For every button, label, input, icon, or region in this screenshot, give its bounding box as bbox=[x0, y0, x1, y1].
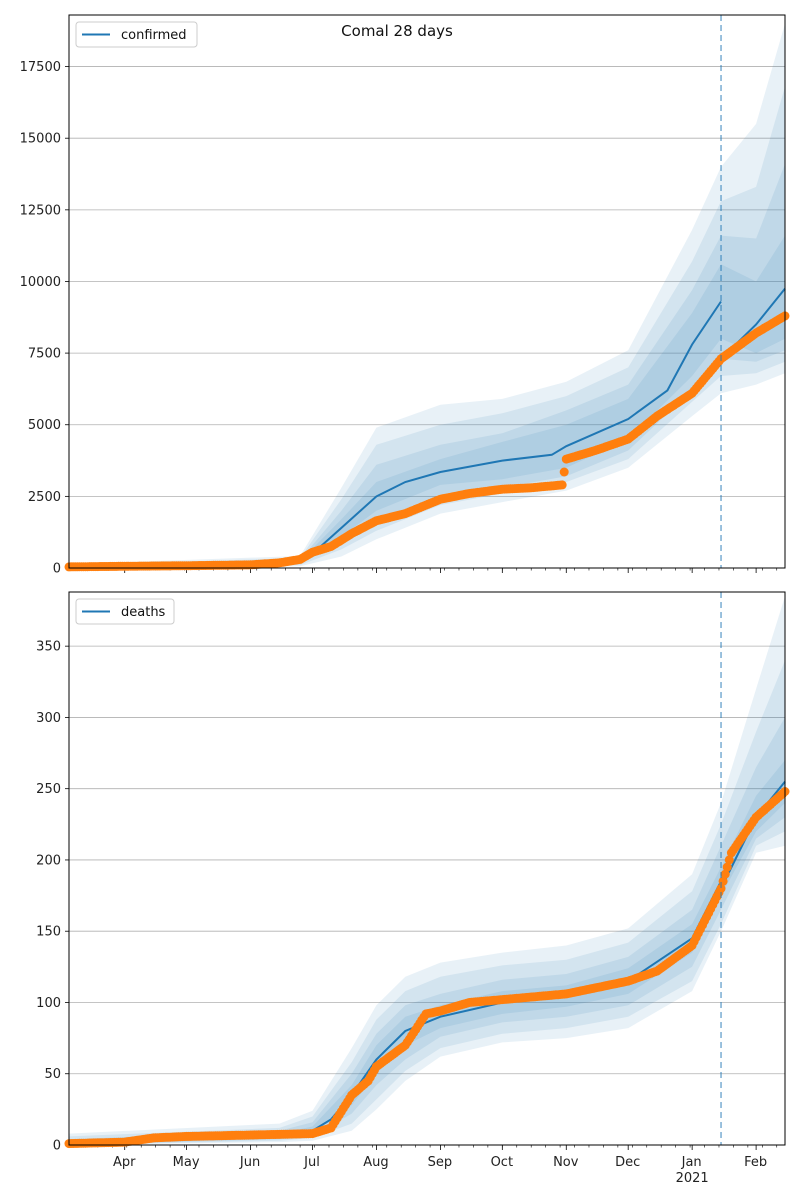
axes-frame bbox=[68, 591, 786, 1146]
confidence-band bbox=[69, 23, 785, 569]
x-tick-label: Oct bbox=[491, 1155, 513, 1170]
y-tick-label: 350 bbox=[36, 640, 61, 655]
y-tick-label: 7500 bbox=[28, 347, 61, 362]
axes-frame bbox=[68, 14, 786, 569]
legend-box bbox=[75, 21, 198, 48]
legend: deaths bbox=[75, 598, 175, 625]
x-tick-label: Dec bbox=[615, 1155, 640, 1170]
y-tick-label: 10000 bbox=[20, 275, 61, 290]
y-tick-label: 2500 bbox=[28, 490, 61, 505]
x-tick-label: Nov bbox=[553, 1155, 579, 1170]
y-tick-label: 100 bbox=[36, 996, 61, 1011]
legend-box bbox=[75, 598, 175, 625]
observed-point bbox=[722, 862, 732, 872]
observed-point bbox=[720, 869, 730, 879]
y-tick-label: 12500 bbox=[20, 203, 61, 218]
x-tick-label: Feb bbox=[744, 1155, 767, 1170]
confidence-band bbox=[69, 660, 785, 1145]
x-tick-label: Aug bbox=[363, 1155, 388, 1170]
confidence-band bbox=[69, 235, 785, 568]
x-tick-label: Jul bbox=[303, 1155, 320, 1170]
y-tick-label: 150 bbox=[36, 925, 61, 940]
confirmed-panel: 0 2500 5000 7500 10000 12500 15000 17500 confirm… bbox=[20, 14, 790, 577]
deaths-panel: 0 50 100 150 200 250 300 350 deaths Apr May Jun Jul A… bbox=[36, 591, 790, 1186]
y-tick-label: 250 bbox=[36, 782, 61, 797]
legend: confirmed bbox=[75, 21, 198, 48]
y-tick-label: 300 bbox=[36, 711, 61, 726]
confidence-band bbox=[69, 596, 785, 1145]
y-tick-label: 0 bbox=[53, 562, 61, 577]
observed-point bbox=[559, 467, 569, 477]
x-tick-label: Jun bbox=[239, 1155, 260, 1170]
observed-point bbox=[724, 855, 734, 865]
x-tick-label: May bbox=[173, 1155, 200, 1170]
y-tick-label: 0 bbox=[53, 1139, 61, 1154]
observed-point bbox=[716, 884, 726, 893]
x-tick-label: Apr bbox=[113, 1155, 136, 1170]
y-tick-label: 50 bbox=[44, 1067, 61, 1082]
y-tick-label: 17500 bbox=[20, 60, 61, 75]
confidence-band bbox=[69, 164, 785, 568]
y-tick-label: 15000 bbox=[20, 132, 61, 147]
y-tick-label: 200 bbox=[36, 853, 61, 868]
legend-label: deaths bbox=[121, 605, 166, 620]
x-tick-label: Sep bbox=[428, 1155, 453, 1170]
x-year-label: 2021 bbox=[676, 1171, 709, 1186]
figure-title: Comal 28 days bbox=[341, 22, 453, 40]
legend-label: confirmed bbox=[121, 28, 187, 43]
y-tick-label: 5000 bbox=[28, 418, 61, 433]
x-tick-label: Jan bbox=[681, 1155, 702, 1170]
observed-point bbox=[557, 480, 567, 490]
